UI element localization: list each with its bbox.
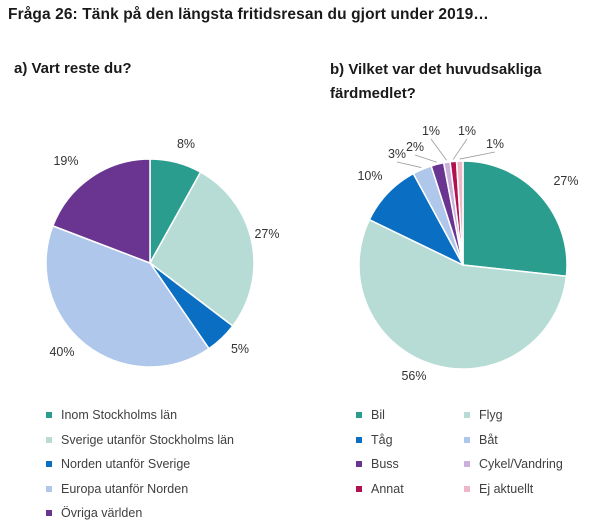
legend-item: Ej aktuellt xyxy=(464,482,533,496)
pie-chart-b: 27% 56% 10% 3% 2% 1% 1% 1% xyxy=(357,124,578,383)
leader-line xyxy=(452,138,468,160)
legend-item: Europa utanför Norden xyxy=(46,482,188,496)
data-label: 1% xyxy=(422,124,440,138)
legend-swatch xyxy=(356,436,362,443)
pie-slice-övriga-världen xyxy=(51,158,151,265)
legend-label: Norden utanför Sverige xyxy=(61,457,191,471)
legend-swatch xyxy=(464,412,470,418)
pie-slice-ej-aktuellt xyxy=(455,160,464,266)
pie-slice-europa-utanför-norden xyxy=(45,224,211,368)
legend-item: Buss xyxy=(356,457,399,471)
legend-label: Sverige utanför Stockholms län xyxy=(61,432,235,447)
data-label: 10% xyxy=(357,169,382,183)
legend-swatch xyxy=(46,436,52,443)
legend-label: Cykel/Vandring xyxy=(479,457,563,471)
chart-b-title: b) Vilket var det huvudsakliga färdmedle… xyxy=(330,61,542,102)
legend-label: Flyg xyxy=(479,408,503,422)
data-label: 2% xyxy=(406,140,424,154)
data-label: 1% xyxy=(486,137,504,151)
legend-swatch xyxy=(356,461,362,467)
pie-slice-flyg xyxy=(358,218,568,370)
legend-item: Inom Stockholms län xyxy=(46,408,177,422)
legend-swatch xyxy=(464,436,470,443)
page-title: Fråga 26: Tänk på den längsta fritidsres… xyxy=(8,6,489,23)
legend-label: Annat xyxy=(371,481,404,496)
legend-swatch xyxy=(464,461,470,467)
data-label: 27% xyxy=(553,174,578,188)
leader-line xyxy=(430,138,447,161)
chart-a-title: a) Vart reste du? xyxy=(14,60,132,77)
legend-swatch xyxy=(46,461,52,467)
legend-label: Inom Stockholms län xyxy=(61,408,178,422)
legend-label: Buss xyxy=(371,457,399,471)
data-label: 27% xyxy=(254,227,279,241)
leader-line xyxy=(414,154,438,163)
leader-line xyxy=(396,161,422,168)
pie-chart-a: 8% 27% 5% 40% 19% xyxy=(45,137,280,368)
data-label: 40% xyxy=(49,345,74,359)
legend-swatch xyxy=(356,412,362,418)
data-label: 1% xyxy=(458,124,476,138)
data-label: 19% xyxy=(53,154,78,168)
legend-item: Tåg xyxy=(356,433,393,447)
legend-swatch xyxy=(464,485,470,492)
legend-item: Flyg xyxy=(464,408,503,422)
data-label: 56% xyxy=(401,369,426,383)
legend-swatch xyxy=(46,510,52,516)
leader-line xyxy=(459,151,496,160)
pie-slice-sverige-utanför-stockholms-län xyxy=(149,171,255,328)
data-label: 8% xyxy=(177,137,195,151)
legend-item: Sverige utanför Stockholms län xyxy=(46,433,234,447)
data-label: 3% xyxy=(388,147,406,161)
legend-label: Båt xyxy=(479,432,498,447)
legend-item: Cykel/Vandring xyxy=(464,457,563,471)
legend-label: Ej aktuellt xyxy=(479,481,534,496)
legend-swatch xyxy=(46,485,52,492)
pie-slice-bil xyxy=(462,160,568,278)
legend-label: Tåg xyxy=(371,432,393,447)
legend-swatch xyxy=(356,485,362,492)
legend-item: Båt xyxy=(464,433,498,447)
legend-label: Bil xyxy=(371,408,385,422)
legend-label: Europa utanför Norden xyxy=(61,481,189,496)
legend-label: Övriga världen xyxy=(61,506,143,520)
legend-item: Norden utanför Sverige xyxy=(46,457,190,471)
legend-item: Annat xyxy=(356,482,404,496)
legend-swatch xyxy=(46,412,52,418)
legend-item: Bil xyxy=(356,408,385,422)
legend-item: Övriga världen xyxy=(46,506,142,520)
data-label: 5% xyxy=(231,342,249,356)
